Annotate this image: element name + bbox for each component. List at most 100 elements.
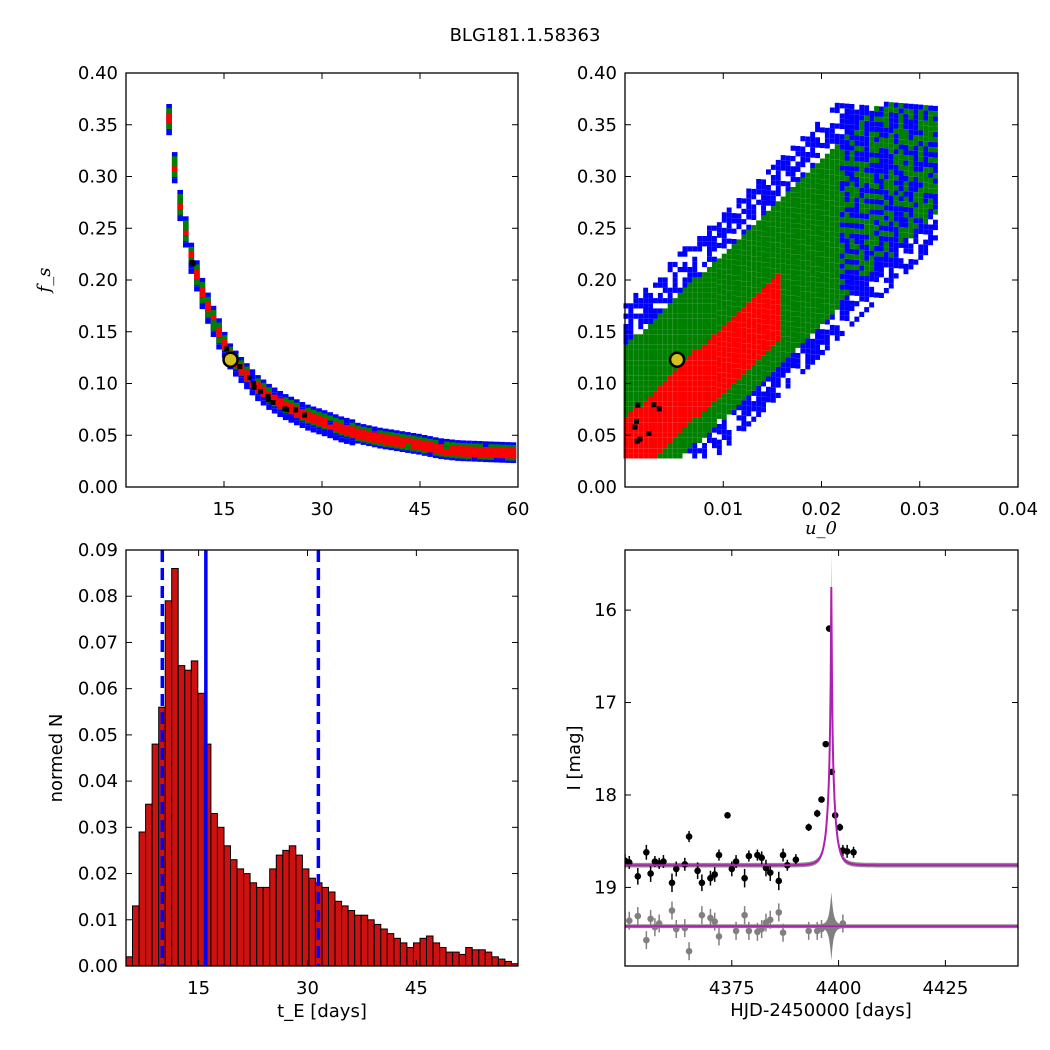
- cell-green: [780, 212, 786, 218]
- cell-green: [790, 295, 796, 301]
- data-point: [843, 848, 851, 855]
- cell-blue: [888, 262, 894, 268]
- cell-green: [829, 205, 835, 212]
- histogram-bar: [256, 886, 264, 967]
- cell-green: [810, 209, 816, 215]
- cell-green: [731, 399, 737, 405]
- cell-blue: [879, 256, 884, 262]
- cell-green: [721, 300, 727, 306]
- cell-green: [805, 172, 811, 178]
- cell-blue: [829, 107, 835, 113]
- cell-blue: [913, 238, 919, 244]
- cell-green: [888, 143, 894, 149]
- cell-blue: [800, 369, 806, 375]
- cell-red: [449, 445, 456, 451]
- cell-blue: [310, 406, 317, 412]
- cell-green: [923, 187, 929, 194]
- cell-green: [731, 404, 737, 410]
- cell-green: [662, 313, 668, 319]
- cell-blue: [770, 190, 776, 196]
- cell-blue: [648, 303, 653, 309]
- cell-green: [687, 318, 693, 324]
- cell-blue: [913, 150, 919, 156]
- cell-blue: [790, 363, 796, 369]
- cell-green: [849, 192, 855, 198]
- cell-blue: [662, 277, 668, 283]
- cell-red: [697, 411, 703, 418]
- cell-green: [820, 272, 825, 278]
- cell-black: [224, 346, 230, 352]
- cell-black: [635, 402, 641, 408]
- cell-green: [918, 156, 924, 162]
- histogram-bar: [243, 873, 251, 967]
- cell-green: [746, 281, 752, 287]
- cell-blue: [883, 194, 889, 201]
- cell-green: [746, 229, 752, 236]
- cell-red: [766, 309, 771, 315]
- cell-green: [785, 352, 791, 358]
- cell-blue: [913, 202, 919, 208]
- cell-green: [810, 287, 816, 293]
- cell-blue: [692, 453, 698, 459]
- cell-blue: [849, 269, 855, 275]
- cell-red: [746, 328, 752, 334]
- cell-blue: [810, 152, 816, 158]
- y-tick-label: 0.35: [577, 115, 617, 136]
- cell-red: [721, 326, 727, 332]
- cell-green: [815, 292, 820, 298]
- cell-green: [820, 225, 825, 231]
- cell-blue: [692, 261, 698, 268]
- cell-red: [643, 411, 649, 418]
- cell-blue: [844, 155, 850, 161]
- cell-red: [643, 453, 649, 459]
- cell-blue: [633, 292, 639, 299]
- cell-blue: [623, 334, 629, 340]
- cell-green: [477, 443, 483, 449]
- cell-green: [707, 411, 712, 418]
- cell-green: [815, 220, 820, 226]
- cell-green: [294, 402, 300, 408]
- cell-blue: [883, 251, 889, 257]
- cell-green: [859, 130, 865, 136]
- cell-blue: [839, 180, 845, 186]
- cell-blue: [770, 382, 776, 388]
- cell-red: [349, 431, 356, 437]
- cell-green: [834, 247, 840, 253]
- cell-green: [824, 174, 830, 180]
- cell-green: [829, 293, 835, 299]
- cell-green: [746, 235, 752, 241]
- cell-green: [888, 169, 894, 175]
- cell-green: [662, 365, 668, 371]
- cell-blue: [810, 142, 816, 148]
- cell-green: [770, 351, 776, 357]
- cell-blue: [775, 185, 781, 191]
- cell-red: [488, 452, 494, 458]
- cell-blue: [761, 381, 766, 387]
- cell-green: [327, 415, 333, 421]
- cell-green: [903, 108, 909, 114]
- cell-green: [751, 230, 757, 236]
- cell-blue: [864, 141, 870, 147]
- x-axis-label: u_0: [805, 518, 837, 539]
- cell-red: [756, 298, 762, 304]
- cell-green: [888, 252, 894, 258]
- cell-blue: [726, 440, 732, 446]
- cell-green: [455, 442, 461, 448]
- cell-blue: [844, 274, 850, 280]
- cell-green: [854, 145, 860, 151]
- cell-blue: [829, 330, 835, 336]
- cell-green: [918, 146, 924, 152]
- cell-green: [692, 308, 698, 314]
- cell-green: [731, 306, 737, 312]
- cell-green: [795, 218, 801, 224]
- cell-green: [824, 267, 830, 273]
- cell-green: [918, 177, 924, 183]
- cell-green: [741, 395, 747, 401]
- cell-red: [371, 437, 378, 443]
- cell-green: [726, 305, 732, 311]
- cell-green: [770, 231, 776, 238]
- cell-red: [653, 448, 658, 454]
- cell-green: [171, 161, 178, 167]
- cell-green: [834, 159, 840, 165]
- cell-black: [302, 412, 308, 418]
